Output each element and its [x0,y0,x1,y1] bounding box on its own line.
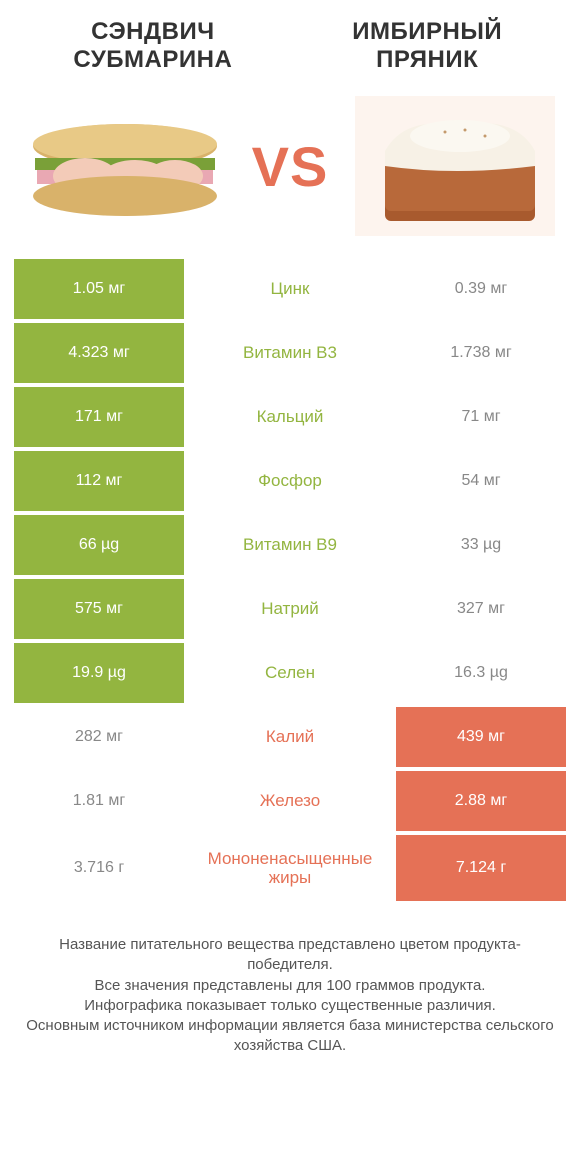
value-right: 2.88 мг [396,771,566,831]
value-right: 327 мг [396,579,566,639]
footer-line: Все значения представлены для 100 граммо… [26,976,554,996]
table-row: 575 мгНатрий327 мг [14,579,566,639]
vs-label: VS [252,134,329,199]
nutrient-name: Натрий [184,579,396,639]
table-row: 282 мгКалий439 мг [14,707,566,767]
nutrient-name: Мононенасыщенные жиры [184,835,396,901]
footer-line: Инфографика показывает только существенн… [26,996,554,1016]
comparison-table: 1.05 мгЦинк0.39 мг4.323 мгВитамин B31.73… [0,259,580,905]
table-row: 66 µgВитамин B933 µg [14,515,566,575]
value-right: 54 мг [396,451,566,511]
footer-line: Основным источником информации является … [26,1016,554,1057]
title-right: ИМБИРНЫЙ ПРЯНИК [310,18,544,73]
value-right: 1.738 мг [396,323,566,383]
value-left: 1.81 мг [14,771,184,831]
table-row: 1.81 мгЖелезо2.88 мг [14,771,566,831]
nutrient-name: Кальций [184,387,396,447]
nutrient-name: Витамин B9 [184,515,396,575]
value-right: 7.124 г [396,835,566,901]
title-left: СЭНДВИЧ СУБМАРИНА [36,18,270,73]
gingerbread-image [350,91,560,241]
value-right: 71 мг [396,387,566,447]
value-left: 3.716 г [14,835,184,901]
value-left: 66 µg [14,515,184,575]
footer-notes: Название питательного вещества представл… [0,905,580,1057]
header: СЭНДВИЧ СУБМАРИНА ИМБИРНЫЙ ПРЯНИК [0,0,580,83]
value-left: 19.9 µg [14,643,184,703]
value-right: 33 µg [396,515,566,575]
hero-row: VS [0,83,580,259]
nutrient-name: Фосфор [184,451,396,511]
nutrient-name: Цинк [184,259,396,319]
table-row: 112 мгФосфор54 мг [14,451,566,511]
value-left: 112 мг [14,451,184,511]
table-row: 4.323 мгВитамин B31.738 мг [14,323,566,383]
value-left: 4.323 мг [14,323,184,383]
value-right: 16.3 µg [396,643,566,703]
table-row: 19.9 µgСелен16.3 µg [14,643,566,703]
value-right: 439 мг [396,707,566,767]
value-left: 171 мг [14,387,184,447]
nutrient-name: Железо [184,771,396,831]
table-row: 3.716 гМононенасыщенные жиры7.124 г [14,835,566,901]
footer-line: Название питательного вещества представл… [26,935,554,976]
nutrient-name: Селен [184,643,396,703]
value-left: 1.05 мг [14,259,184,319]
nutrient-name: Витамин B3 [184,323,396,383]
value-right: 0.39 мг [396,259,566,319]
table-row: 171 мгКальций71 мг [14,387,566,447]
value-left: 282 мг [14,707,184,767]
table-row: 1.05 мгЦинк0.39 мг [14,259,566,319]
sandwich-image [20,91,230,241]
nutrient-name: Калий [184,707,396,767]
value-left: 575 мг [14,579,184,639]
